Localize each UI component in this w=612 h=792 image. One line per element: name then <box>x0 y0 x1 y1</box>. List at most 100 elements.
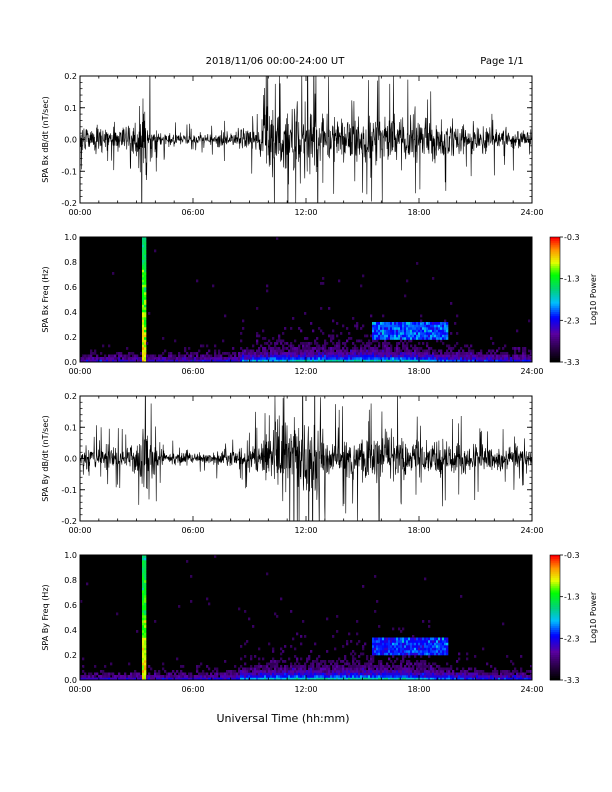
spectrogram-cell <box>426 670 429 673</box>
spectrogram-cell <box>394 665 397 668</box>
spectrogram-cell <box>142 602 145 606</box>
spectrogram-cell <box>388 637 391 641</box>
spectrogram-cell <box>376 352 379 355</box>
spectrogram-cell <box>324 349 327 353</box>
spectrogram-cell <box>432 642 435 646</box>
spectrogram-cell <box>258 352 261 355</box>
spectrogram-cell <box>356 642 359 646</box>
spectrogram-cell <box>440 339 443 343</box>
spectrogram-cell <box>428 625 431 628</box>
spectrogram-cell <box>394 675 397 678</box>
spectrogram-cell <box>430 354 433 358</box>
spectrogram-cell <box>312 347 315 350</box>
spectrogram-cell <box>144 244 147 248</box>
colorbar-segment <box>550 640 560 643</box>
colorbar-segment <box>550 332 560 336</box>
spectrogram-cell <box>274 670 277 673</box>
spectrogram-cell <box>358 352 361 355</box>
spectrogram-cell <box>382 352 385 355</box>
spectrogram-cell <box>336 677 339 681</box>
spectrogram-cell <box>396 344 399 348</box>
spectrogram-cell <box>410 675 413 678</box>
spectrogram-cell <box>244 672 247 676</box>
spectrogram-cell <box>420 329 423 333</box>
spectrogram-cell <box>508 677 511 681</box>
colorbar-segment <box>550 665 560 668</box>
spectrogram-cell <box>250 672 253 676</box>
spectrogram-cell <box>108 672 111 676</box>
spectrogram-cell <box>430 677 433 681</box>
spectrogram-cell <box>142 620 145 623</box>
spectrogram-cell <box>264 354 267 358</box>
spectrogram-cell <box>408 359 411 363</box>
spectrogram-cell <box>212 284 215 288</box>
spectrogram-cell <box>424 662 427 666</box>
spectrogram-cell <box>480 349 483 353</box>
spectrogram-cell <box>306 354 309 358</box>
spectrogram-cell <box>322 347 325 350</box>
spectrogram-cell <box>442 652 445 656</box>
spectrogram-cell <box>216 359 219 363</box>
spectrogram-cell <box>456 672 459 676</box>
spectrogram-cell <box>398 647 401 651</box>
spectrogram-cell <box>404 349 407 353</box>
spectrogram-cell <box>440 642 443 646</box>
spectrogram-cell <box>474 354 477 358</box>
spectrogram-cell <box>424 352 427 355</box>
spectrogram-cell <box>144 587 147 591</box>
spectrogram-cell <box>336 670 339 673</box>
spectrogram-cell <box>430 670 433 673</box>
spectrogram-cell <box>368 347 371 350</box>
spectrogram-cell <box>390 672 393 676</box>
colorbar-segment <box>550 617 560 620</box>
spectrogram-cell <box>406 650 409 653</box>
spectrogram-cell <box>372 352 375 355</box>
spectrogram-cell <box>372 349 375 353</box>
spectrogram-cell <box>142 610 145 613</box>
spectrogram-cell <box>392 675 395 678</box>
spectrogram-cell <box>380 334 383 338</box>
spectrogram-cell <box>82 665 85 668</box>
spectrogram-cell <box>400 652 403 656</box>
spectrogram-cell <box>390 677 393 681</box>
spectrogram-cell <box>394 672 397 676</box>
spectrogram-cell <box>302 667 305 671</box>
spectrogram-cell <box>304 357 307 360</box>
spectrogram-cell <box>224 675 227 678</box>
spectrogram-cell <box>416 349 419 353</box>
spectrogram-cell <box>472 357 475 360</box>
spectrogram-cell <box>304 344 307 348</box>
spectrogram-cell <box>414 354 417 358</box>
spectrogram-cell <box>408 665 411 668</box>
spectrogram-cell <box>124 672 127 676</box>
spectrogram-cell <box>142 289 145 293</box>
spectrogram-cell <box>376 339 379 343</box>
spectrogram-cell <box>144 677 147 681</box>
spectrogram-cell <box>370 349 373 353</box>
spectrogram-cell <box>276 615 279 618</box>
spectrogram-cell <box>436 357 439 360</box>
spectrogram-cell <box>434 677 437 681</box>
spectrogram-cell <box>162 667 165 671</box>
spectrogram-cell <box>462 359 465 363</box>
spectrogram-cell <box>128 677 131 681</box>
spectrogram-cell <box>256 665 259 668</box>
spectrogram-cell <box>386 647 389 651</box>
spectrogram-cell <box>348 352 351 355</box>
spectrogram-cell <box>418 665 421 668</box>
spectrogram-cell <box>130 352 133 355</box>
spectrogram-cell <box>438 359 441 363</box>
colorbar-segment <box>550 284 560 288</box>
spectrogram-cell <box>276 665 279 668</box>
spectrogram-cell <box>338 279 341 283</box>
spectrogram-cell <box>504 675 507 678</box>
spectrogram-cell <box>514 667 517 671</box>
spectrogram-cell <box>234 354 237 358</box>
spectrogram-cell <box>446 647 449 651</box>
spectrogram-cell <box>248 667 251 671</box>
spectrogram-cell <box>396 645 399 648</box>
spectrogram-cell <box>260 344 263 348</box>
spectrogram-cell <box>202 354 205 358</box>
spectrogram-cell <box>256 339 259 343</box>
spectrogram-cell <box>374 329 377 333</box>
